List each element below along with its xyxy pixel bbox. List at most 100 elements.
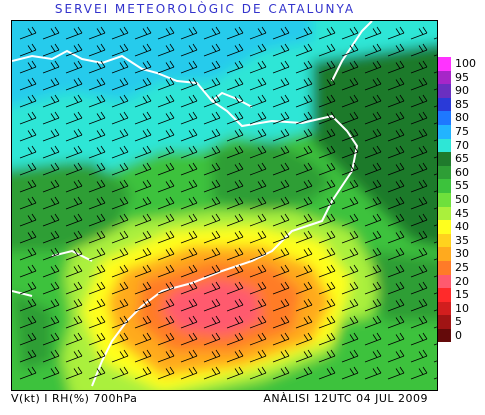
wind-barb bbox=[387, 111, 405, 125]
wind-barb bbox=[364, 281, 382, 295]
wind-barb bbox=[42, 162, 60, 176]
wind-barb bbox=[364, 366, 382, 380]
wind-barb bbox=[180, 26, 198, 40]
wind-barb bbox=[203, 298, 221, 312]
wind-barb bbox=[318, 60, 336, 74]
wind-barb bbox=[318, 196, 336, 210]
wind-barb bbox=[318, 94, 336, 108]
wind-barb bbox=[203, 349, 221, 363]
wind-barb bbox=[387, 128, 405, 142]
wind-barb bbox=[341, 264, 359, 278]
wind-barb bbox=[387, 162, 405, 176]
legend-label: 95 bbox=[455, 70, 469, 84]
wind-barb bbox=[364, 43, 382, 57]
wind-barb bbox=[157, 111, 175, 125]
wind-barb bbox=[180, 281, 198, 295]
wind-barb bbox=[157, 162, 175, 176]
wind-barb bbox=[341, 332, 359, 346]
wind-barb bbox=[433, 105, 437, 108]
legend-swatch bbox=[438, 165, 451, 180]
wind-barb bbox=[387, 145, 405, 159]
wind-barb bbox=[410, 77, 428, 91]
wind-barb bbox=[364, 196, 382, 210]
wind-barb bbox=[387, 213, 405, 227]
wind-barb bbox=[134, 281, 152, 295]
wind-barb bbox=[134, 264, 152, 278]
wind-barb bbox=[19, 196, 37, 210]
wind-barb bbox=[364, 77, 382, 91]
wind-barb bbox=[180, 230, 198, 244]
analysis-time-label: ANÀLISI 12UTC 04 JUL 2009 bbox=[263, 392, 428, 405]
wind-barb bbox=[295, 230, 313, 244]
wind-barb bbox=[203, 213, 221, 227]
wind-barb bbox=[203, 128, 221, 142]
wind-barb bbox=[272, 162, 290, 176]
wind-barb bbox=[249, 26, 267, 40]
wind-barb bbox=[410, 230, 428, 244]
wind-barb bbox=[318, 230, 336, 244]
wind-barb bbox=[272, 213, 290, 227]
wind-barb bbox=[203, 77, 221, 91]
wind-barb bbox=[134, 145, 152, 159]
legend-item: 20 bbox=[438, 274, 484, 289]
wind-barb bbox=[318, 26, 336, 40]
wind-barb bbox=[410, 145, 428, 159]
wind-barb bbox=[111, 60, 129, 74]
wind-barb bbox=[111, 43, 129, 57]
wind-barb bbox=[111, 247, 129, 261]
wind-barb bbox=[65, 332, 83, 346]
wind-barb bbox=[134, 247, 152, 261]
legend-label: 60 bbox=[455, 165, 469, 179]
wind-barb bbox=[249, 43, 267, 57]
wind-barb bbox=[410, 332, 428, 346]
wind-barb bbox=[433, 190, 437, 193]
legend-label: 65 bbox=[455, 152, 469, 166]
wind-barb bbox=[387, 315, 405, 329]
wind-barb bbox=[157, 332, 175, 346]
legend-swatch bbox=[438, 124, 451, 139]
wind-barb bbox=[42, 366, 60, 380]
wind-barb bbox=[42, 111, 60, 125]
legend-item: 55 bbox=[438, 179, 484, 193]
wind-barb bbox=[433, 173, 437, 176]
legend-item: 50 bbox=[438, 192, 484, 207]
wind-barb bbox=[364, 111, 382, 125]
wind-barb bbox=[364, 213, 382, 227]
wind-barb bbox=[433, 275, 437, 278]
wind-barb bbox=[341, 94, 359, 108]
wind-barb bbox=[226, 349, 244, 363]
wind-barb bbox=[19, 179, 37, 193]
wind-barb bbox=[226, 247, 244, 261]
wind-barb bbox=[249, 247, 267, 261]
wind-barb bbox=[341, 26, 359, 40]
wind-barb bbox=[65, 43, 83, 57]
wind-barb bbox=[226, 196, 244, 210]
wind-barb bbox=[433, 122, 437, 125]
wind-barb bbox=[19, 26, 37, 40]
legend-label: 25 bbox=[455, 260, 469, 274]
wind-barb bbox=[180, 145, 198, 159]
wind-barb bbox=[134, 298, 152, 312]
wind-barb bbox=[134, 213, 152, 227]
wind-barb bbox=[318, 247, 336, 261]
wind-barb bbox=[157, 179, 175, 193]
legend-swatch bbox=[438, 288, 451, 302]
wind-barb bbox=[111, 111, 129, 125]
wind-barb bbox=[111, 315, 129, 329]
coastline bbox=[12, 21, 373, 387]
wind-barb bbox=[180, 332, 198, 346]
wind-barb bbox=[111, 179, 129, 193]
wind-barb bbox=[88, 128, 106, 142]
legend-item: 25 bbox=[438, 260, 484, 275]
wind-barb bbox=[180, 264, 198, 278]
wind-barb bbox=[387, 366, 405, 380]
wind-barb bbox=[88, 315, 106, 329]
wind-barb bbox=[203, 43, 221, 57]
wind-barb bbox=[157, 196, 175, 210]
legend-item: 65 bbox=[438, 152, 484, 166]
wind-barb bbox=[203, 366, 221, 380]
wind-barb bbox=[157, 26, 175, 40]
wind-barb bbox=[180, 77, 198, 91]
wind-barb bbox=[88, 26, 106, 40]
wind-barb bbox=[88, 94, 106, 108]
